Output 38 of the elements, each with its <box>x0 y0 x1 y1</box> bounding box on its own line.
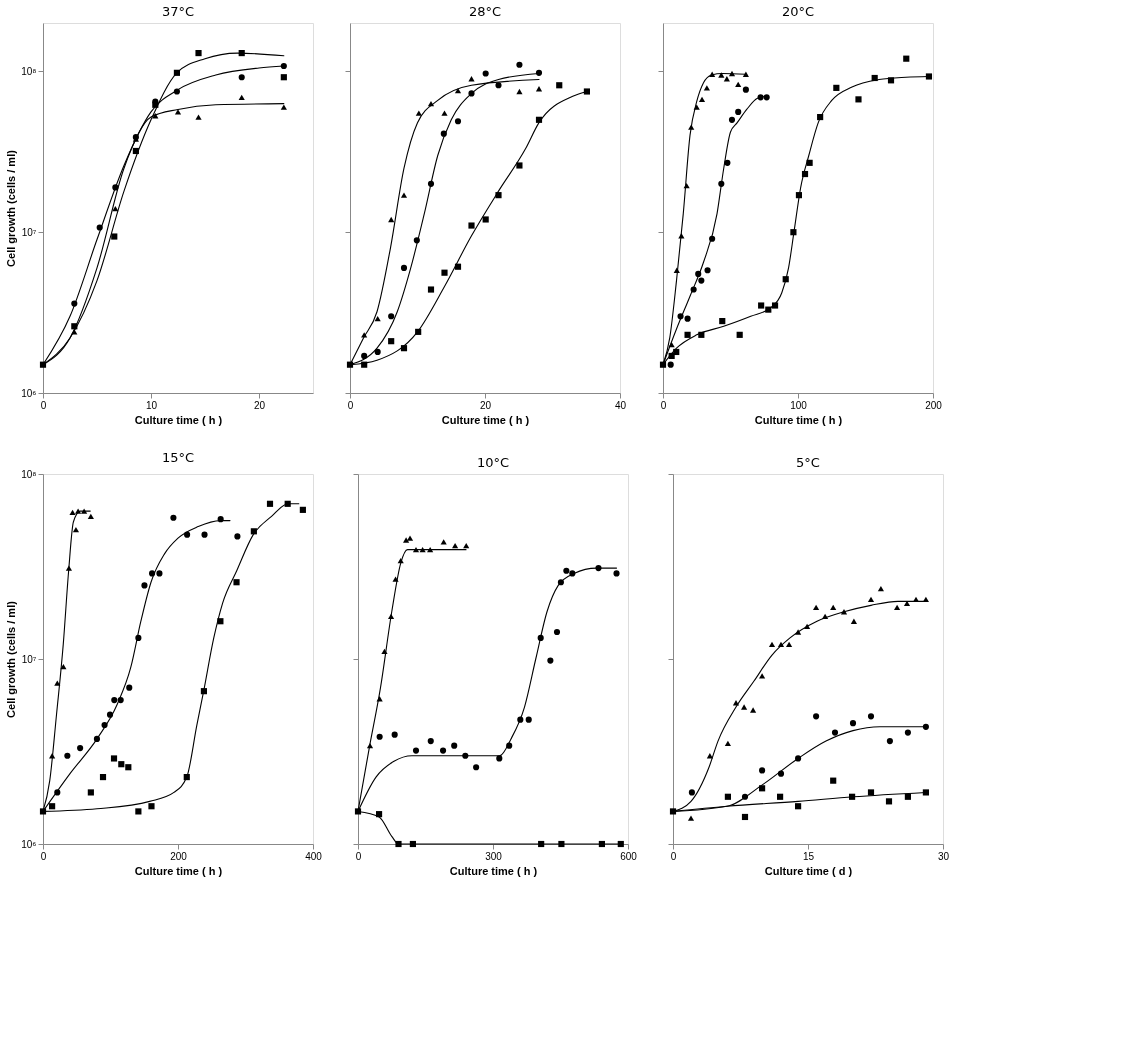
x-tick-label: 600 <box>620 850 638 862</box>
x-axis-title: Culture time ( h ) <box>134 864 223 877</box>
y-tick-label: 10⁶ <box>21 838 37 850</box>
chart-title: 37°C <box>161 4 195 19</box>
x-tick-label: 10 <box>145 399 158 411</box>
x-tick-label: 40 <box>614 399 627 411</box>
x-axis-title: Culture time ( h ) <box>134 413 223 426</box>
x-tick-label: 300 <box>485 850 503 862</box>
y-tick-label: 10⁸ <box>21 468 37 480</box>
x-tick-label: 0 <box>347 399 354 411</box>
y-axis-title: Cell growth (cells / ml) <box>5 600 18 718</box>
y-tick-label: 10⁶ <box>21 387 37 399</box>
x-tick-label: 20 <box>479 399 492 411</box>
chart-title: 28°C <box>468 4 502 19</box>
x-tick-label: 30 <box>937 850 950 862</box>
x-tick-label: 0 <box>660 399 667 411</box>
x-tick-label: 0 <box>670 850 677 862</box>
x-tick-label: 15 <box>802 850 815 862</box>
x-tick-label: 0 <box>40 399 47 411</box>
x-axis-title: Culture time ( h ) <box>449 864 538 877</box>
chart-title: 5°C <box>796 454 820 470</box>
x-axis-title: Culture time ( d ) <box>764 864 853 877</box>
x-axis-title: Culture time ( h ) <box>754 413 843 426</box>
y-tick-label: 10⁷ <box>21 653 37 665</box>
y-tick-label: 10⁸ <box>21 65 37 77</box>
x-axis-title: Culture time ( h ) <box>441 413 530 426</box>
y-axis-title: Cell growth (cells / ml) <box>5 149 18 267</box>
chart-title: 15°C <box>161 450 195 465</box>
x-tick-label: 100 <box>790 399 808 411</box>
x-tick-label: 20 <box>253 399 266 411</box>
x-tick-label: 0 <box>355 850 362 862</box>
y-tick-label: 10⁷ <box>21 226 37 238</box>
x-tick-label: 0 <box>40 850 47 862</box>
x-tick-label: 200 <box>170 850 188 862</box>
chart-title: 20°C <box>781 4 815 19</box>
x-tick-label: 400 <box>305 850 323 862</box>
chart-title: 10°C <box>476 454 510 470</box>
x-tick-label: 200 <box>925 399 943 411</box>
